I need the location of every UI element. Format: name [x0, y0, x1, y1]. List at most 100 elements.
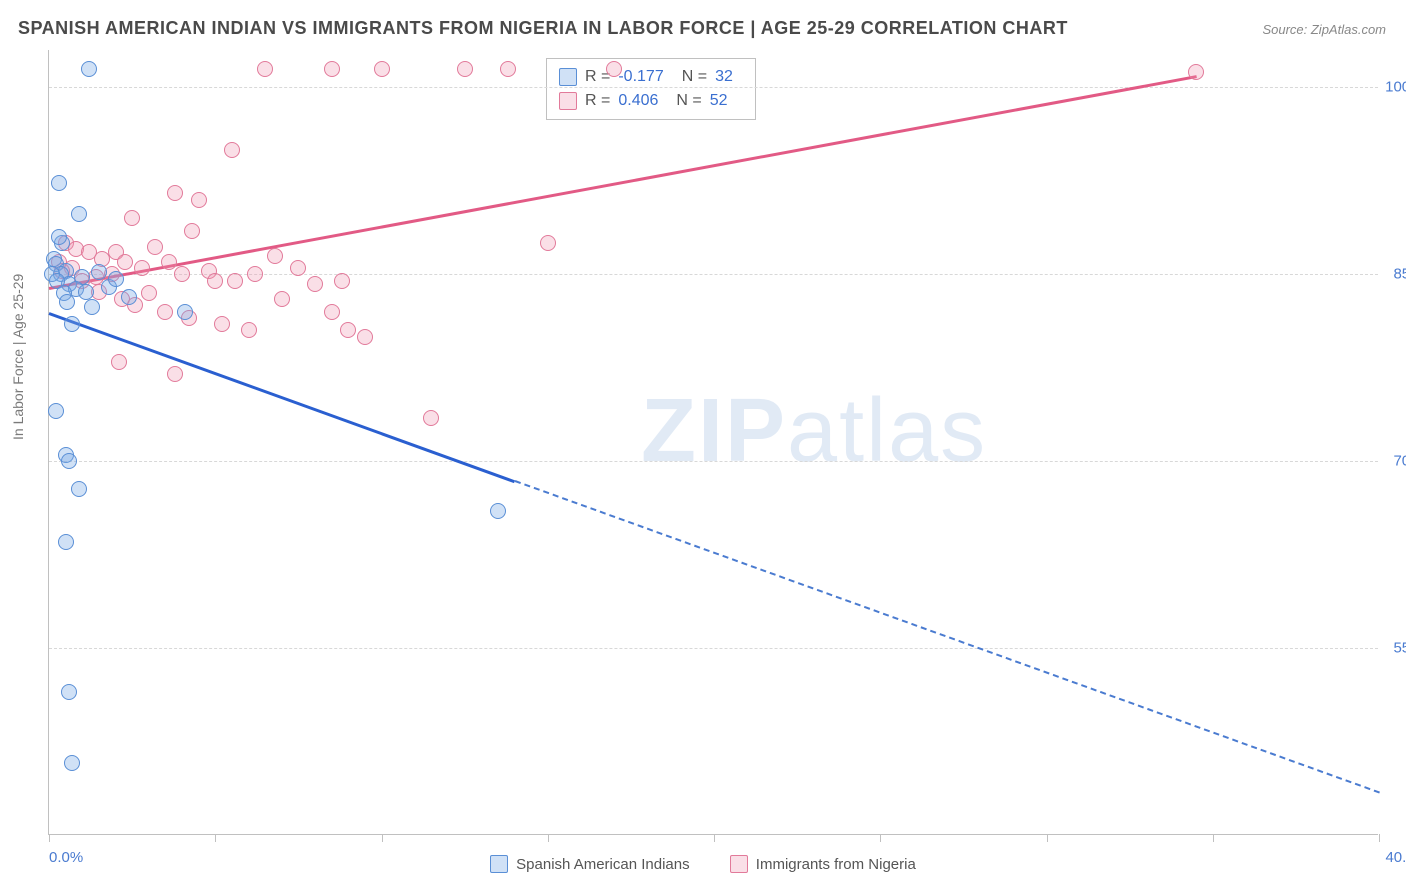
stats-r-pink: 0.406 [618, 89, 658, 113]
x-axis-tick [1379, 834, 1380, 842]
trend-line [48, 312, 515, 483]
gridline-h [49, 461, 1378, 462]
swatch-blue-icon [490, 855, 508, 873]
x-axis-tick [382, 834, 383, 842]
data-point [423, 410, 439, 426]
data-point [247, 266, 263, 282]
data-point [457, 61, 473, 77]
data-point [157, 304, 173, 320]
stats-n-blue: 32 [715, 65, 733, 89]
data-point [64, 755, 80, 771]
data-point [161, 254, 177, 270]
swatch-pink-icon [559, 92, 577, 110]
data-point [58, 534, 74, 550]
data-point [307, 276, 323, 292]
watermark-zip: ZIP [641, 381, 787, 481]
data-point [167, 185, 183, 201]
legend-stats-row-blue: R = -0.177 N = 32 [559, 65, 743, 89]
data-point [490, 503, 506, 519]
data-point [71, 481, 87, 497]
data-point [207, 273, 223, 289]
watermark: ZIPatlas [641, 380, 987, 483]
source-attribution: Source: ZipAtlas.com [1262, 22, 1386, 37]
x-axis-tick [215, 834, 216, 842]
x-axis-tick [880, 834, 881, 842]
data-point [147, 239, 163, 255]
plot-area: ZIPatlas R = -0.177 N = 32 R = 0.406 N =… [48, 50, 1378, 835]
chart-container: SPANISH AMERICAN INDIAN VS IMMIGRANTS FR… [0, 0, 1406, 892]
legend-stats-row-pink: R = 0.406 N = 52 [559, 89, 743, 113]
data-point [241, 322, 257, 338]
data-point [121, 289, 137, 305]
data-point [374, 61, 390, 77]
data-point [141, 285, 157, 301]
stats-n-label: N = [676, 89, 701, 113]
data-point [214, 316, 230, 332]
data-point [108, 271, 124, 287]
data-point [78, 284, 94, 300]
stats-n-pink: 52 [710, 89, 728, 113]
chart-title: SPANISH AMERICAN INDIAN VS IMMIGRANTS FR… [18, 18, 1068, 39]
stats-n-label: N = [682, 65, 707, 89]
legend-label-pink: Immigrants from Nigeria [756, 856, 916, 873]
y-axis-tick-label: 100.0% [1385, 79, 1406, 96]
legend-stats-box: R = -0.177 N = 32 R = 0.406 N = 52 [546, 58, 756, 120]
data-point [1188, 64, 1204, 80]
y-axis-tick-label: 55.0% [1393, 640, 1406, 657]
data-point [61, 684, 77, 700]
data-point [324, 61, 340, 77]
data-point [606, 61, 622, 77]
data-point [184, 223, 200, 239]
data-point [267, 248, 283, 264]
swatch-pink-icon [730, 855, 748, 873]
data-point [274, 291, 290, 307]
data-point [324, 304, 340, 320]
data-point [71, 206, 87, 222]
data-point [227, 273, 243, 289]
data-point [174, 266, 190, 282]
data-point [540, 235, 556, 251]
data-point [177, 304, 193, 320]
data-point [134, 260, 150, 276]
data-point [500, 61, 516, 77]
y-axis-tick-label: 70.0% [1393, 453, 1406, 470]
data-point [167, 366, 183, 382]
data-point [340, 322, 356, 338]
bottom-legend: Spanish American Indians Immigrants from… [0, 855, 1406, 877]
trend-line [514, 480, 1379, 793]
x-axis-tick [548, 834, 549, 842]
swatch-blue-icon [559, 68, 577, 86]
data-point [357, 329, 373, 345]
legend-item-blue: Spanish American Indians [490, 855, 689, 873]
data-point [91, 264, 107, 280]
stats-r-label: R = [585, 89, 610, 113]
x-axis-tick [1047, 834, 1048, 842]
data-point [61, 453, 77, 469]
data-point [124, 210, 140, 226]
gridline-h [49, 648, 1378, 649]
data-point [48, 403, 64, 419]
data-point [334, 273, 350, 289]
x-axis-tick [49, 834, 50, 842]
data-point [117, 254, 133, 270]
legend-label-blue: Spanish American Indians [516, 856, 689, 873]
data-point [64, 316, 80, 332]
y-axis-tick-label: 85.0% [1393, 266, 1406, 283]
data-point [191, 192, 207, 208]
data-point [224, 142, 240, 158]
x-axis-tick [714, 834, 715, 842]
y-axis-label: In Labor Force | Age 25-29 [10, 274, 26, 440]
watermark-atlas: atlas [787, 381, 987, 481]
data-point [290, 260, 306, 276]
data-point [59, 294, 75, 310]
gridline-h [49, 87, 1378, 88]
data-point [51, 175, 67, 191]
data-point [51, 229, 67, 245]
stats-r-blue: -0.177 [618, 65, 663, 89]
data-point [257, 61, 273, 77]
data-point [81, 61, 97, 77]
data-point [111, 354, 127, 370]
x-axis-tick [1213, 834, 1214, 842]
legend-item-pink: Immigrants from Nigeria [730, 855, 916, 873]
data-point [84, 299, 100, 315]
